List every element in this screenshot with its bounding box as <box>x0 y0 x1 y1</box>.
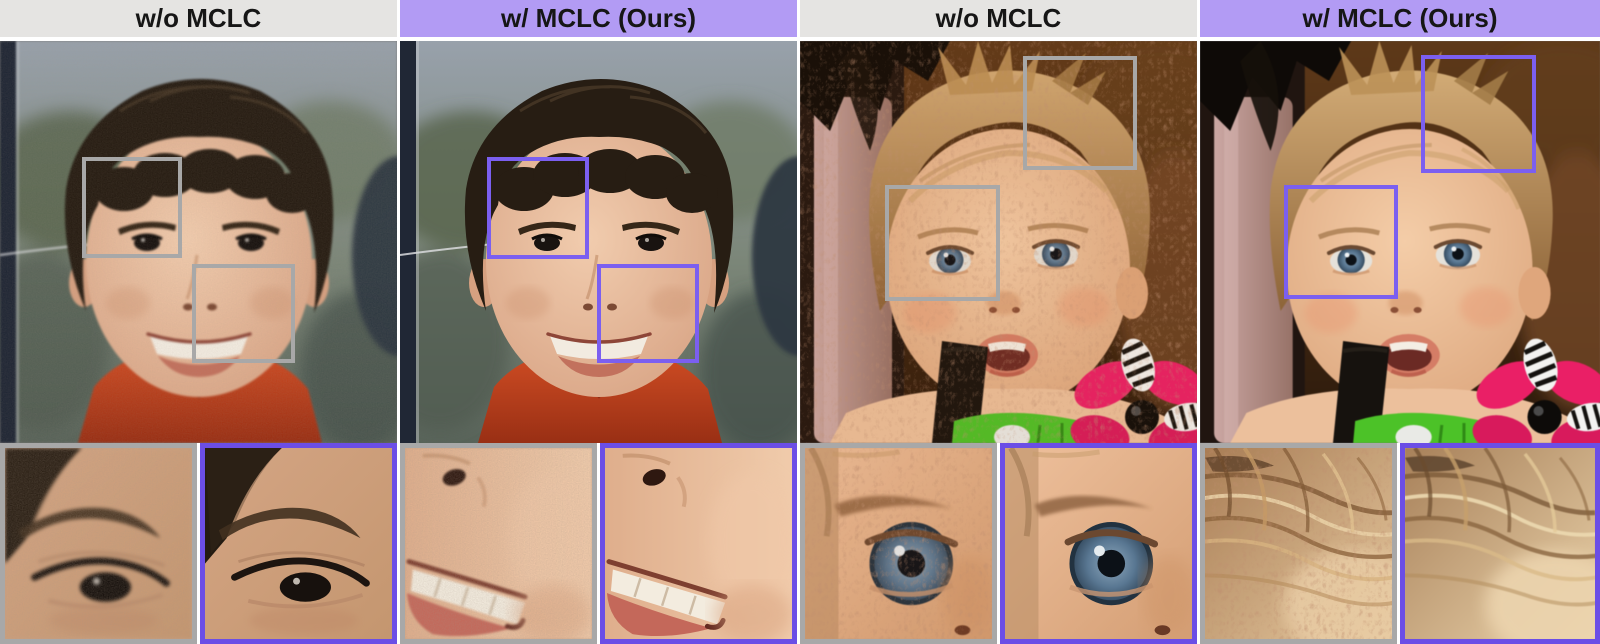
crop-boy-eye-without-mclc <box>0 443 197 644</box>
panel-baby-without-mclc <box>800 41 1197 443</box>
crop-baby-hair-with-mclc <box>1400 443 1600 644</box>
column-header-boy-without: w/o MCLC <box>0 0 397 37</box>
column-header-label: w/o MCLC <box>135 3 262 33</box>
panel-boy-with-mclc <box>400 41 797 443</box>
column-header-boy-with: w/ MCLC (Ours) <box>400 0 797 37</box>
crop-boy-eye-with-mclc <box>200 443 397 644</box>
highlight-box-eye <box>1284 185 1398 299</box>
panel-boy-without-mclc <box>0 41 397 443</box>
boy-mouth-zoom-illustration <box>605 448 792 639</box>
crop-boy-mouth-without-mclc <box>400 443 597 644</box>
baby-hair-zoom-illustration <box>1405 448 1595 639</box>
column-header-label: w/ MCLC (Ours) <box>1302 3 1498 33</box>
column-header-baby-without: w/o MCLC <box>800 0 1197 37</box>
highlight-box-hair <box>1421 55 1536 173</box>
crop-baby-eye-without-mclc <box>800 443 997 644</box>
boy-mouth-zoom-illustration <box>405 448 592 639</box>
boy-eye-zoom-illustration <box>205 448 392 639</box>
column-header-baby-with: w/ MCLC (Ours) <box>1200 0 1600 37</box>
boy-portrait-illustration <box>0 41 397 443</box>
baby-eye-zoom-illustration <box>1005 448 1192 639</box>
crop-baby-eye-with-mclc <box>1000 443 1197 644</box>
crop-boy-mouth-with-mclc <box>600 443 797 644</box>
boy-portrait-illustration <box>400 41 797 443</box>
highlight-box-eye <box>885 185 1000 301</box>
baby-eye-zoom-illustration <box>805 448 992 639</box>
column-header-label: w/ MCLC (Ours) <box>501 3 696 33</box>
boy-eye-zoom-illustration <box>5 448 192 639</box>
highlight-box-mouth <box>597 264 699 363</box>
highlight-box-eye <box>487 157 589 259</box>
highlight-box-hair <box>1023 56 1137 170</box>
highlight-box-mouth <box>192 264 295 363</box>
highlight-box-eye <box>82 157 182 258</box>
baby-portrait-illustration <box>1200 41 1600 443</box>
column-header-label: w/o MCLC <box>935 3 1062 33</box>
baby-hair-zoom-illustration <box>1205 448 1392 639</box>
crop-baby-hair-without-mclc <box>1200 443 1397 644</box>
panel-baby-with-mclc <box>1200 41 1600 443</box>
